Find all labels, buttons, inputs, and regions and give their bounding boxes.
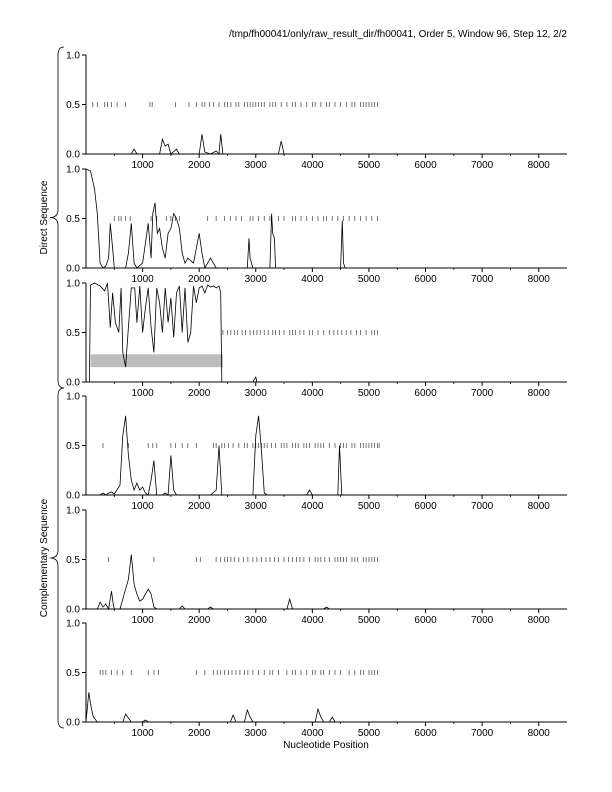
panel-1: 0.0 0.5 1.0 1000 2000 3000 4000 5000 6000 7000 800… xyxy=(66,51,567,171)
x-tick-label: 1000 xyxy=(131,274,154,285)
series-line xyxy=(85,168,567,270)
x-tick-label: 3000 xyxy=(245,501,268,512)
x-tick-label: 5000 xyxy=(358,615,381,626)
x-tick-label: 1000 xyxy=(131,388,154,399)
series-line xyxy=(86,134,567,155)
x-tick-label: 2000 xyxy=(188,160,211,171)
y-tick-label: 0.5 xyxy=(66,441,80,452)
panel-4: 0.0 0.5 1.0 1000 2000 3000 4000 5000 6000 7000 800… xyxy=(66,392,567,512)
y-tick-label: 0.5 xyxy=(66,100,80,111)
panel-5: 0.0 0.5 1.0 1000 2000 3000 4000 5000 6000 7000 800… xyxy=(66,506,567,626)
x-tick-label: 1000 xyxy=(131,501,154,512)
x-tick-label: 1000 xyxy=(131,160,154,171)
x-tick-label: 2000 xyxy=(188,388,211,399)
y-tick-label: 1.0 xyxy=(66,165,80,176)
y-tick-label: 0.5 xyxy=(66,214,80,225)
x-axis-title: Nucleotide Position xyxy=(283,740,369,751)
x-tick-label: 5000 xyxy=(358,388,381,399)
header-title: /tmp/fh00041/only/raw_result_dir/fh00041… xyxy=(229,29,567,40)
x-tick-label: 8000 xyxy=(528,274,551,285)
x-tick-label: 3000 xyxy=(245,728,268,739)
x-tick-label: 2000 xyxy=(188,274,211,285)
panel-6: 0.0 0.5 1.0 1000 2000 3000 4000 5000 6000 7000 800… xyxy=(66,619,567,739)
y-tick-label: 1.0 xyxy=(66,279,80,290)
x-tick-label: 7000 xyxy=(471,615,494,626)
x-tick-label: 3000 xyxy=(245,274,268,285)
x-tick-label: 6000 xyxy=(414,728,437,739)
panel-2: 0.0 0.5 1.0 1000 2000 3000 4000 5000 6000 7000 800… xyxy=(66,165,567,285)
y-tick-label: 0.5 xyxy=(66,555,80,566)
x-tick-label: 2000 xyxy=(188,501,211,512)
y-tick-label: 0.0 xyxy=(66,264,80,275)
y-tick-label: 0.5 xyxy=(66,668,80,679)
x-tick-label: 3000 xyxy=(245,615,268,626)
x-tick-label: 4000 xyxy=(301,274,324,285)
x-tick-label: 6000 xyxy=(414,274,437,285)
group-brackets: Direct Sequence Complementary Sequence xyxy=(39,46,65,729)
x-tick-label: 4000 xyxy=(301,728,324,739)
y-tick-label: 1.0 xyxy=(66,392,80,403)
y-tick-label: 1.0 xyxy=(66,619,80,630)
x-tick-label: 8000 xyxy=(528,728,551,739)
x-tick-label: 2000 xyxy=(188,615,211,626)
x-tick-label: 8000 xyxy=(528,501,551,512)
x-tick-label: 7000 xyxy=(471,160,494,171)
x-tick-label: 6000 xyxy=(414,160,437,171)
x-tick-label: 5000 xyxy=(358,501,381,512)
x-tick-label: 4000 xyxy=(301,160,324,171)
x-tick-label: 1000 xyxy=(131,615,154,626)
x-tick-label: 3000 xyxy=(245,160,268,171)
x-tick-label: 7000 xyxy=(471,274,494,285)
panels: 0.0 0.5 1.0 1000 2000 3000 4000 5000 6000 7000 800… xyxy=(66,51,567,739)
series-line xyxy=(86,282,567,383)
series-line xyxy=(86,554,567,611)
group-label: Direct Sequence xyxy=(39,180,50,254)
x-tick-label: 8000 xyxy=(528,388,551,399)
highlight-band xyxy=(90,354,223,368)
group-bracket xyxy=(49,46,65,389)
x-tick-label: 6000 xyxy=(414,501,437,512)
x-tick-label: 6000 xyxy=(414,615,437,626)
x-tick-label: 8000 xyxy=(528,160,551,171)
x-tick-label: 4000 xyxy=(301,501,324,512)
x-tick-label: 3000 xyxy=(245,388,268,399)
series-line xyxy=(86,415,567,496)
y-tick-label: 0.0 xyxy=(66,150,80,161)
x-tick-label: 5000 xyxy=(358,274,381,285)
y-tick-label: 0.0 xyxy=(66,718,80,729)
x-tick-label: 1000 xyxy=(131,728,154,739)
x-tick-label: 5000 xyxy=(358,728,381,739)
x-tick-label: 5000 xyxy=(358,160,381,171)
y-tick-label: 1.0 xyxy=(66,506,80,517)
y-tick-label: 0.0 xyxy=(66,378,80,389)
group-label: Complementary Sequence xyxy=(39,498,50,617)
y-tick-label: 1.0 xyxy=(66,51,80,62)
x-tick-label: 7000 xyxy=(471,501,494,512)
x-tick-label: 8000 xyxy=(528,615,551,626)
group-bracket xyxy=(49,387,65,729)
series-line xyxy=(85,692,567,723)
x-tick-label: 4000 xyxy=(301,388,324,399)
x-tick-label: 2000 xyxy=(188,728,211,739)
x-tick-label: 7000 xyxy=(471,388,494,399)
y-tick-label: 0.5 xyxy=(66,328,80,339)
panel-3: 0.0 0.5 1.0 1000 2000 3000 4000 5000 6000 7000 800… xyxy=(66,279,567,399)
y-tick-label: 0.0 xyxy=(66,491,80,502)
x-tick-label: 7000 xyxy=(471,728,494,739)
x-tick-label: 4000 xyxy=(301,615,324,626)
y-tick-label: 0.0 xyxy=(66,605,80,616)
x-tick-label: 6000 xyxy=(414,388,437,399)
